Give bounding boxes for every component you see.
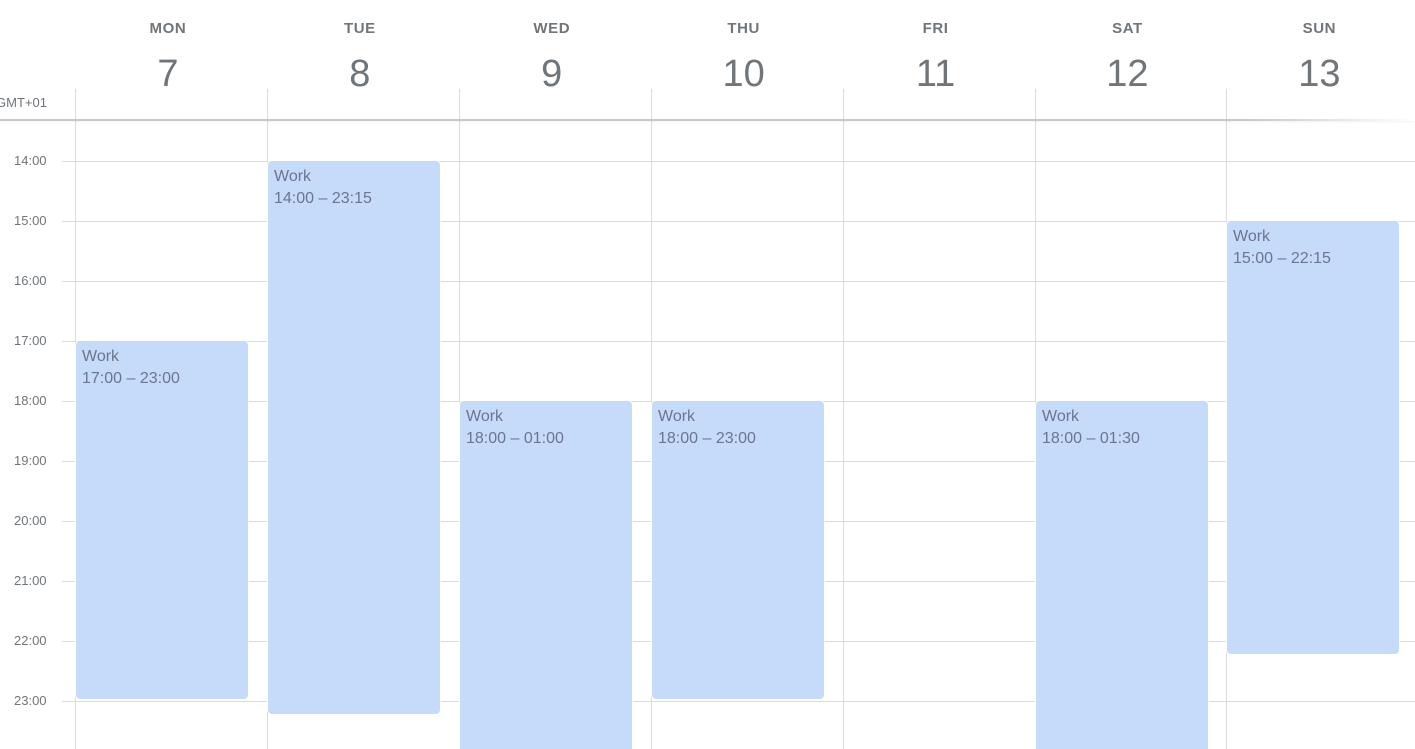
hour-label: 19:00 <box>14 453 47 468</box>
day-name-sat: SAT <box>1112 20 1143 37</box>
day-number-tue[interactable]: 8 <box>349 53 371 95</box>
hour-label: 17:00 <box>14 333 47 348</box>
hour-gridline <box>62 221 1415 222</box>
event-time-range: 17:00 – 23:00 <box>82 370 180 387</box>
day-column-divider <box>75 89 76 749</box>
day-number-fri[interactable]: 11 <box>915 53 956 95</box>
day-column-divider <box>267 89 268 749</box>
event-title: Work <box>466 408 504 425</box>
event-block[interactable]: Work 18:00 – 01:30 <box>1035 400 1209 749</box>
event-block[interactable]: Work 14:00 – 23:15 <box>267 160 441 715</box>
event-time-range: 14:00 – 23:15 <box>274 190 372 207</box>
hour-gridline <box>62 701 1415 702</box>
event-time-range: 18:00 – 01:00 <box>466 430 564 447</box>
hour-label: 23:00 <box>14 693 47 708</box>
hour-label: 21:00 <box>14 573 47 588</box>
day-column-divider <box>1035 89 1036 749</box>
hour-label: 15:00 <box>14 213 47 228</box>
hour-label: 22:00 <box>14 633 47 648</box>
event-title: Work <box>658 408 696 425</box>
day-number-mon[interactable]: 7 <box>157 53 179 95</box>
day-number-thu[interactable]: 10 <box>722 53 765 95</box>
day-column-divider <box>651 89 652 749</box>
day-number-sun[interactable]: 13 <box>1298 53 1341 95</box>
event-block[interactable]: Work 17:00 – 23:00 <box>75 340 249 700</box>
timezone-label: GMT+01 <box>0 95 47 110</box>
hour-label: 14:00 <box>14 153 47 168</box>
day-name-thu: THU <box>727 20 760 37</box>
hour-label: 16:00 <box>14 273 47 288</box>
hour-gridline <box>62 281 1415 282</box>
header-divider <box>0 119 1415 121</box>
day-column-divider <box>1226 89 1227 749</box>
hour-gridline <box>62 161 1415 162</box>
event-title: Work <box>274 168 312 185</box>
day-name-wed: WED <box>533 20 571 37</box>
day-name-tue: TUE <box>343 20 376 37</box>
day-number-wed[interactable]: 9 <box>541 53 563 95</box>
event-title: Work <box>82 348 120 365</box>
day-name-mon: MON <box>149 20 187 37</box>
event-title: Work <box>1233 228 1271 245</box>
day-name-sun: SUN <box>1302 20 1337 37</box>
day-name-fri: FRI <box>922 20 949 37</box>
hour-label: 20:00 <box>14 513 47 528</box>
event-time-range: 15:00 – 22:15 <box>1233 250 1331 267</box>
hour-label: 18:00 <box>14 393 47 408</box>
day-number-sat[interactable]: 12 <box>1106 53 1149 95</box>
event-block[interactable]: Work 18:00 – 01:00 <box>459 400 633 749</box>
event-time-range: 18:00 – 01:30 <box>1042 430 1140 447</box>
day-column-divider <box>459 89 460 749</box>
event-block[interactable]: Work 15:00 – 22:15 <box>1226 220 1400 655</box>
hour-gridline <box>62 341 1415 342</box>
event-block[interactable]: Work 18:00 – 23:00 <box>651 400 825 700</box>
event-time-range: 18:00 – 23:00 <box>658 430 756 447</box>
event-title: Work <box>1042 408 1080 425</box>
day-column-divider <box>843 89 844 749</box>
